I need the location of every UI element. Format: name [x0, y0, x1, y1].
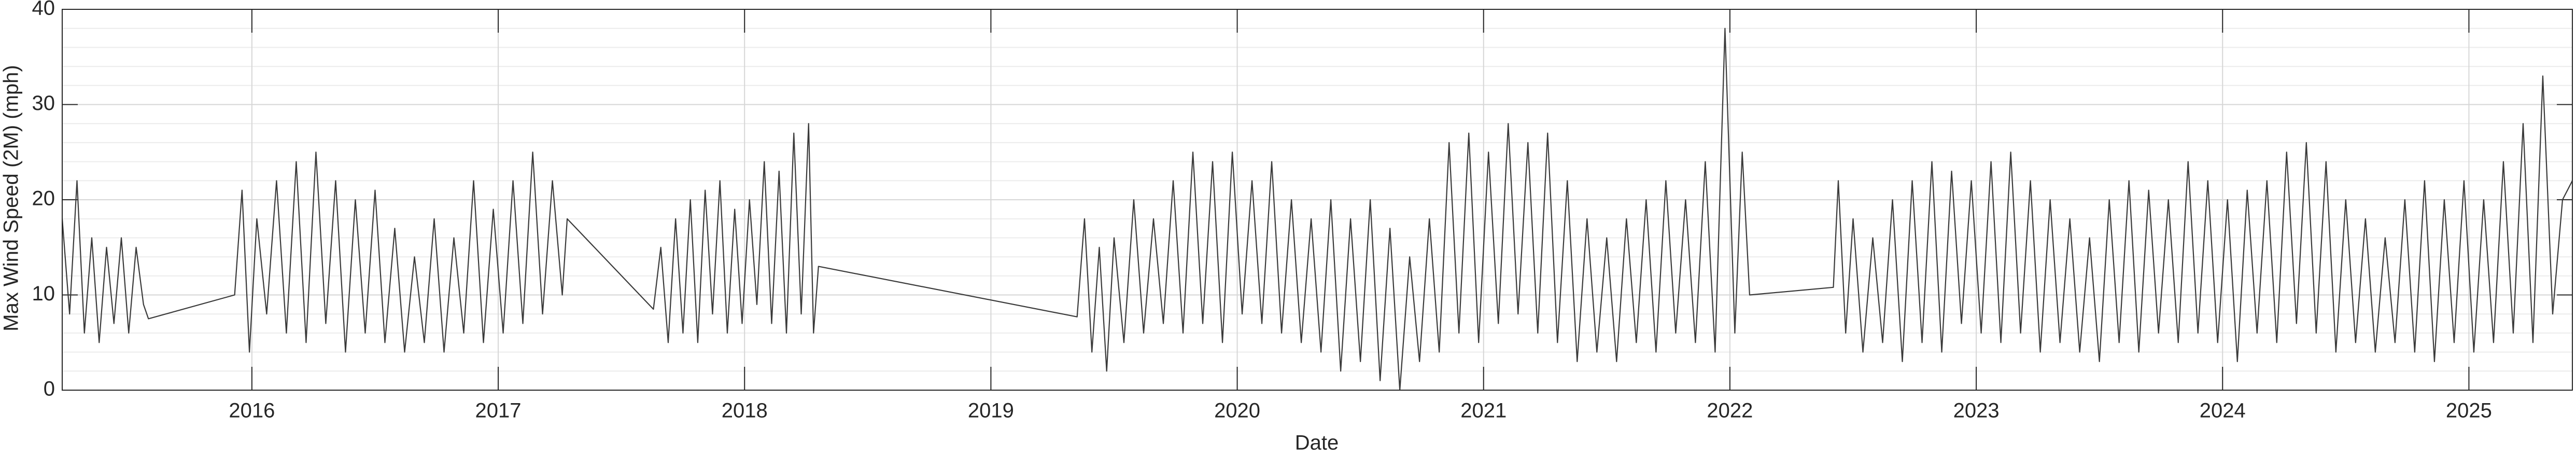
- y-tick-label: 40: [32, 0, 55, 20]
- data-line: [61, 27, 2573, 391]
- x-axis-label: Date: [1295, 432, 1339, 454]
- x-tick-label: 2020: [1214, 399, 1260, 422]
- x-tick-label: 2017: [475, 399, 522, 422]
- x-tick-label: 2018: [722, 399, 768, 422]
- plot-frame: [62, 9, 2573, 391]
- x-tick-label: 2021: [1460, 399, 1507, 422]
- y-tick-label: 10: [32, 282, 55, 305]
- x-tick-label: 2023: [1953, 399, 2000, 422]
- x-tick-label: 2022: [1707, 399, 1753, 422]
- y-axis-label: Max Wind Speed (2M) (mph): [0, 65, 23, 331]
- y-tick-label: 0: [44, 378, 55, 401]
- y-tick-label: 30: [32, 92, 55, 115]
- x-tick-label: 2016: [229, 399, 275, 422]
- x-tick-label: 2019: [968, 399, 1014, 422]
- x-tick-label: 2024: [2200, 399, 2246, 422]
- y-tick-label: 20: [32, 187, 55, 210]
- x-tick-label: 2025: [2446, 399, 2492, 422]
